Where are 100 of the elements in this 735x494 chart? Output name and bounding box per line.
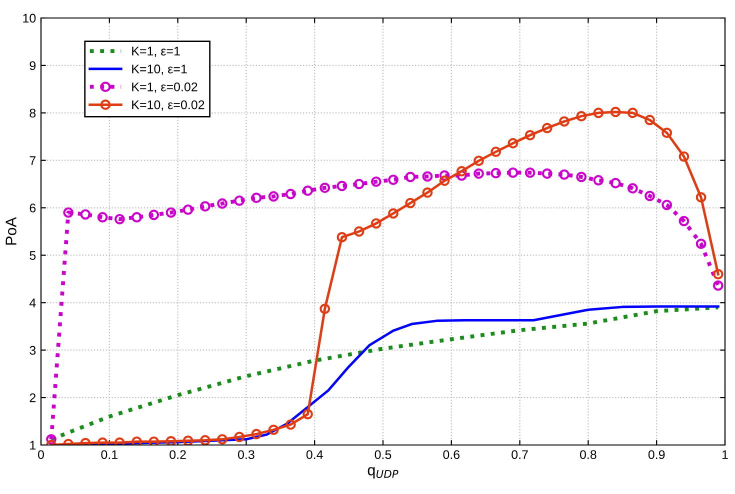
point [662,200,672,210]
point [644,190,655,202]
point [97,212,108,222]
point [132,436,142,445]
point [285,419,296,430]
point [336,180,348,192]
x-tick-label: 0.9 [648,450,665,460]
point [559,169,570,180]
y-tick-label: 10 [23,14,36,23]
point [336,232,348,242]
point [627,183,638,194]
point [166,207,176,218]
point [46,434,56,445]
point [678,216,690,226]
x-tick-label: 0.3 [238,450,254,460]
x-tick-label: 0.7 [512,450,528,460]
point [132,212,142,222]
point [182,436,194,445]
x-tick-label: 0.4 [306,450,323,460]
point [234,432,245,442]
y-tick-label: 2 [30,393,36,402]
point [182,204,194,215]
x-tick-label: 0.5 [374,450,392,460]
x-tick-label: 0.1 [101,450,118,460]
x-tick-label: 0.6 [443,450,460,460]
point [559,116,570,127]
point [508,167,518,178]
point [662,128,672,138]
point [217,434,228,445]
point [251,192,262,204]
y-tick-label: 3 [30,346,36,355]
point [490,146,502,158]
point [251,428,262,440]
point [610,178,621,188]
x-tick-label: 0.8 [580,450,596,460]
point [268,424,279,436]
point [422,171,433,182]
legend-label: K=10, ε=1 [132,64,187,75]
point [593,175,604,186]
y-tick-label: 6 [30,204,36,212]
point [610,106,621,118]
y-tick-label: 8 [30,108,36,118]
point [200,435,210,445]
point [302,185,313,196]
point [285,188,296,200]
point [474,168,484,179]
point [388,208,398,219]
point [148,210,160,220]
y-tick-label: 9 [30,61,36,70]
point [712,268,724,280]
point [405,198,416,208]
point [627,108,638,118]
point [217,198,228,209]
x-tick-label: 1 [722,450,728,459]
x-tick-label: 0 [38,450,44,460]
point [370,176,382,187]
point [576,172,587,182]
x-tick-label: 0.2 [170,450,186,460]
point [114,437,125,445]
point [354,178,364,190]
point [542,122,552,134]
point [97,437,108,445]
point [696,192,706,203]
y-tick-label: 5 [30,251,36,260]
point [422,187,433,198]
point [320,304,330,314]
point [405,172,416,182]
point [63,207,74,218]
y-tick-label: 4 [29,298,36,308]
point [542,168,552,179]
point [439,170,450,181]
point [200,201,210,212]
point [302,408,313,420]
point [320,182,330,194]
legend-label: K=1, ε=0.02 [132,82,198,93]
point [712,280,724,291]
point [354,226,364,237]
x-axis-title: q$_{UDP}$ [368,467,398,478]
point [644,114,655,126]
point [576,111,587,122]
point [474,156,484,166]
point [166,436,176,445]
point [524,130,536,140]
point [80,209,91,220]
y-tick-label: 1 [30,440,36,450]
point [696,238,706,250]
legend-label: K=1, ε=1 [132,46,180,57]
point [148,436,160,445]
y-tick-label: 7 [30,156,36,165]
point [490,168,502,178]
point [524,167,536,178]
y-axis-title: PoA [6,217,16,245]
point [268,191,279,202]
point [370,218,382,229]
point [234,195,245,206]
point [114,214,125,224]
point [439,176,450,186]
point [593,108,604,118]
legend-label: K=10, ε=0.02 [132,100,204,111]
point [508,138,518,148]
